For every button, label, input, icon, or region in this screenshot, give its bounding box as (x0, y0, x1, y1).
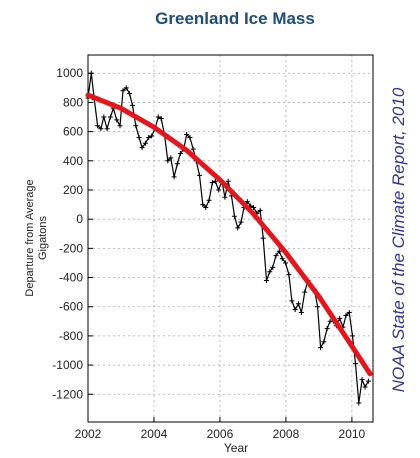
series-line (87, 73, 369, 404)
point-marker (276, 248, 282, 254)
point-marker (146, 134, 152, 140)
point-marker (149, 133, 155, 139)
point-marker (222, 194, 228, 200)
point-marker (184, 132, 190, 138)
point-marker (225, 178, 231, 184)
y-tick-label: 800 (63, 95, 83, 109)
y-tick-label: -200 (59, 241, 83, 255)
y-tick-label: -600 (59, 300, 83, 314)
point-marker (235, 225, 241, 231)
y-tick-label: 200 (63, 183, 83, 197)
point-marker (315, 304, 321, 310)
point-marker (174, 161, 180, 167)
point-marker (120, 88, 126, 94)
point-marker (88, 70, 94, 76)
point-marker (114, 117, 120, 123)
chart-title: Greenland Ice Mass (155, 9, 315, 28)
point-marker (362, 384, 368, 390)
point-marker (302, 289, 308, 295)
y-tick-label: -1200 (52, 387, 83, 401)
point-marker (196, 172, 202, 178)
point-marker (295, 301, 301, 307)
y-axis-label: Departure from Average (24, 179, 36, 296)
point-marker (203, 204, 209, 210)
point-marker (292, 307, 298, 313)
point-marker (270, 264, 276, 270)
point-marker (273, 253, 279, 259)
source-note: NOAA State of the Climate Report, 2010 (389, 87, 408, 392)
point-marker (95, 123, 101, 129)
x-tick-label: 2002 (75, 427, 102, 441)
point-marker (168, 155, 174, 161)
point-marker (359, 377, 365, 383)
point-marker (350, 333, 356, 339)
x-tick-label: 2006 (207, 427, 234, 441)
point-marker (127, 91, 133, 97)
point-marker (251, 204, 257, 210)
point-marker (283, 260, 289, 266)
point-marker (216, 187, 222, 193)
point-marker (190, 146, 196, 152)
point-marker (365, 378, 371, 384)
point-marker (155, 114, 161, 120)
point-marker (212, 178, 218, 184)
point-marker (209, 180, 215, 186)
point-marker (343, 312, 349, 318)
y-tick-label: 1000 (56, 66, 83, 80)
y-tick-label: 400 (63, 154, 83, 168)
point-marker (187, 134, 193, 140)
point-marker (98, 126, 104, 132)
series-line (85, 92, 373, 377)
point-marker (136, 134, 142, 140)
x-tick-label: 2008 (273, 427, 300, 441)
point-marker (123, 85, 129, 91)
y-tick-label: 600 (63, 125, 83, 139)
point-marker (298, 310, 304, 316)
point-marker (177, 150, 183, 156)
x-tick-label: 2010 (339, 427, 366, 441)
point-marker (171, 174, 177, 180)
point-marker (130, 102, 136, 108)
point-marker (142, 140, 148, 146)
y-axis-label: Gigatons (37, 215, 49, 260)
point-marker (337, 315, 343, 321)
x-tick-label: 2004 (141, 427, 168, 441)
point-marker (257, 207, 263, 213)
point-marker (244, 199, 250, 205)
point-marker (286, 272, 292, 278)
point-marker (346, 310, 352, 316)
point-marker (206, 197, 212, 203)
point-marker (238, 219, 244, 225)
y-tick-label: 0 (76, 212, 83, 226)
point-marker (133, 123, 139, 129)
point-marker (200, 202, 206, 208)
point-marker (107, 114, 113, 120)
point-marker (267, 269, 273, 275)
plot-frame (87, 54, 374, 423)
point-marker (139, 145, 145, 151)
point-marker (158, 115, 164, 121)
point-marker (321, 339, 327, 345)
point-marker (318, 345, 324, 351)
point-marker (101, 114, 107, 120)
point-marker (117, 123, 123, 129)
point-marker (353, 361, 359, 367)
point-marker (356, 400, 362, 406)
point-marker (231, 213, 237, 219)
point-marker (260, 235, 266, 241)
point-marker (165, 158, 171, 164)
y-tick-label: -1000 (52, 358, 83, 372)
point-marker (289, 298, 295, 304)
point-marker (263, 277, 269, 283)
point-marker (104, 126, 110, 132)
y-tick-label: -400 (59, 271, 83, 285)
y-tick-label: -800 (59, 329, 83, 343)
x-axis-label: Year (224, 441, 248, 455)
point-marker (279, 256, 285, 262)
point-marker (324, 326, 330, 332)
